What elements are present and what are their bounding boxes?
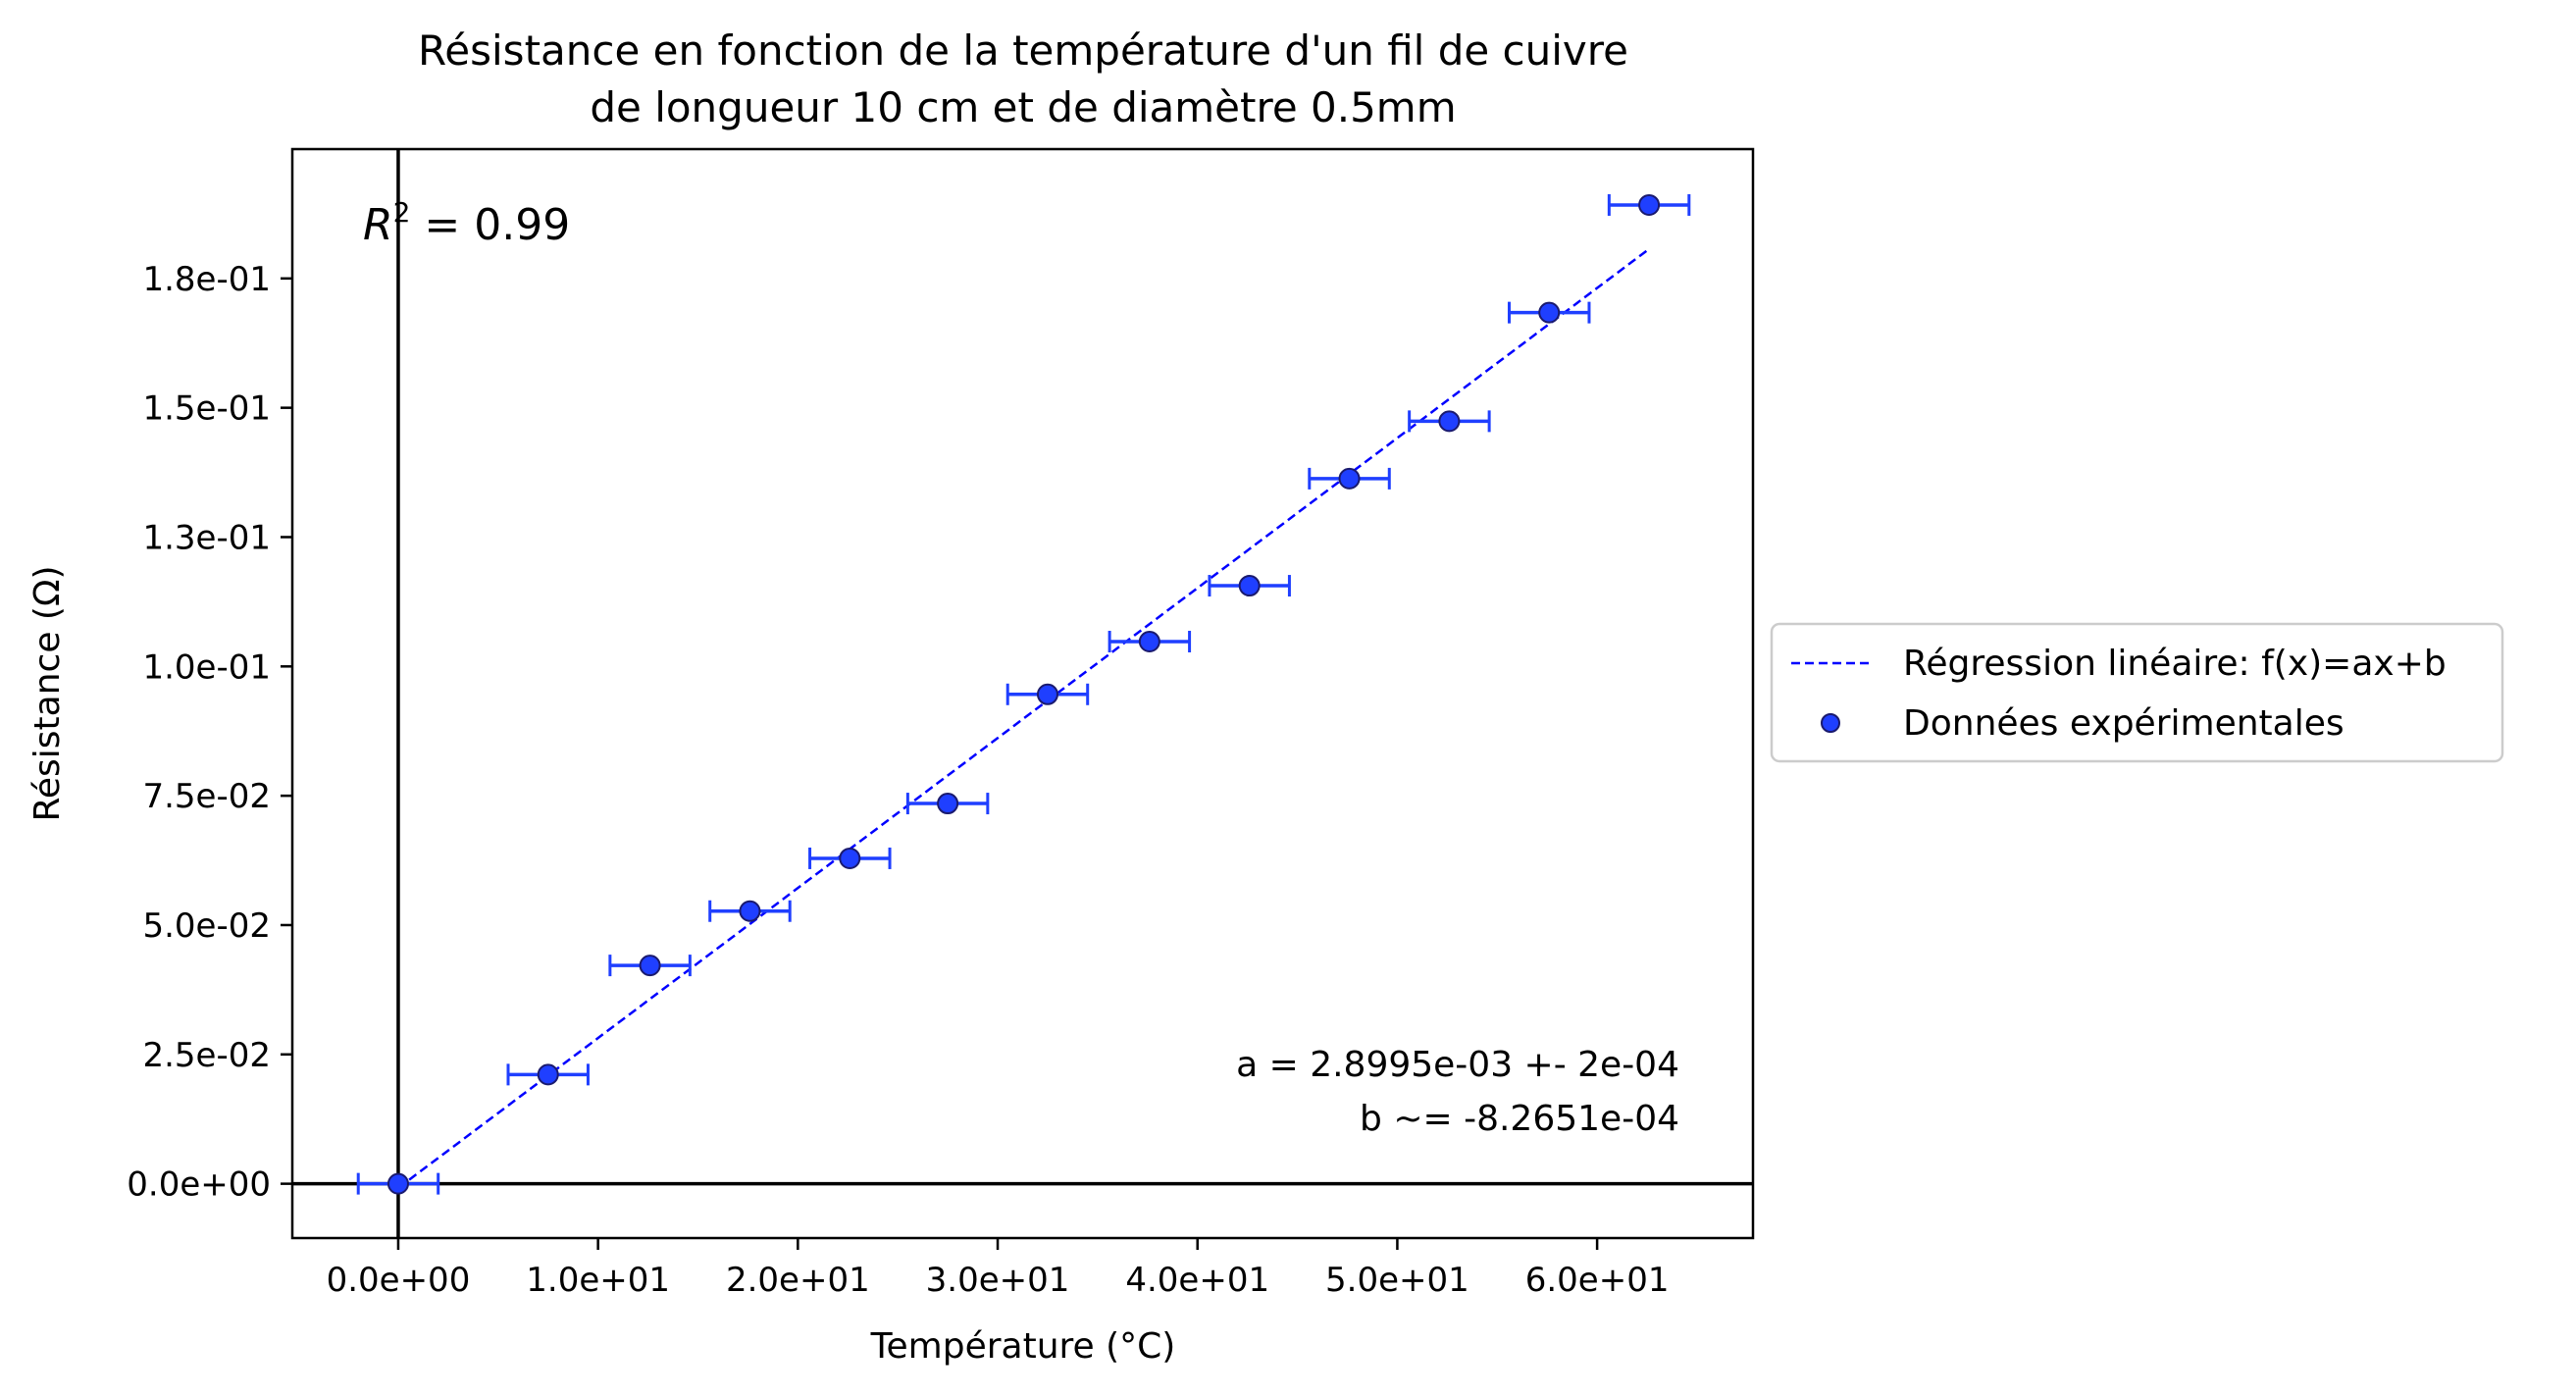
y-tick-label-1: 2.5e-02 — [142, 1036, 271, 1075]
x-tick-label-5: 5.0e+01 — [1325, 1261, 1469, 1300]
fit-parameter-a: a = 2.8995e-03 +- 2e-04 — [1236, 1045, 1679, 1085]
plot-frame — [290, 147, 1755, 1240]
y-tick-label-4: 1.0e-01 — [142, 647, 271, 687]
chart-title-line-2: de longueur 10 cm et de diamètre 0.5mm — [590, 83, 1456, 131]
data-point-5 — [937, 793, 959, 815]
data-point-9 — [1338, 467, 1361, 490]
data-point-3 — [739, 900, 761, 922]
reference-lines — [292, 149, 1753, 1238]
y-tick-label-3: 7.5e-02 — [142, 777, 271, 816]
y-axis-ticks: 0.0e+00 2.5e-02 5.0e-02 7.5e-02 1.0e-01 1.3e-… — [127, 260, 292, 1205]
data-point-8 — [1238, 575, 1261, 597]
fit-parameter-b: b ~= -8.2651e-04 — [1360, 1099, 1679, 1139]
data-point-0 — [386, 1172, 409, 1195]
data-point-4 — [839, 847, 861, 869]
data-points — [386, 193, 1661, 1195]
legend: Régression linéaire: f(x)=ax+b Données e… — [1770, 622, 2504, 763]
chart-title-line-1: Résistance en fonction de la température… — [418, 26, 1628, 75]
x-tick-label-1: 1.0e+01 — [526, 1261, 670, 1300]
data-point-2 — [639, 955, 661, 977]
r-squared-annotation: R2 = 0.99 — [363, 196, 570, 250]
r-squared-value: 0.99 — [474, 200, 570, 250]
data-point-12 — [1638, 193, 1661, 216]
y-tick-label-5: 1.3e-01 — [142, 518, 271, 557]
y-tick-label-6: 1.5e-01 — [142, 389, 271, 429]
x-axis-label: Température (°C) — [870, 1326, 1176, 1367]
data-point-6 — [1036, 683, 1058, 705]
x-tick-label-4: 4.0e+01 — [1125, 1261, 1269, 1300]
x-axis-ticks: 0.0e+00 1.0e+01 2.0e+01 3.0e+01 4.0e+01 5.0e+… — [327, 1238, 1670, 1300]
data-point-7 — [1138, 631, 1160, 653]
data-point-1 — [537, 1063, 559, 1086]
y-tick-label-2: 5.0e-02 — [142, 906, 271, 946]
legend-label-regression: Régression linéaire: f(x)=ax+b — [1903, 644, 2447, 684]
legend-label-data: Données expérimentales — [1903, 703, 2344, 744]
x-tick-label-6: 6.0e+01 — [1525, 1261, 1670, 1300]
legend-box — [1770, 622, 2504, 763]
x-tick-label-3: 3.0e+01 — [926, 1261, 1070, 1300]
x-tick-label-2: 2.0e+01 — [726, 1261, 870, 1300]
data-point-10 — [1438, 410, 1461, 433]
x-tick-label-0: 0.0e+00 — [327, 1261, 471, 1300]
data-point-11 — [1538, 301, 1561, 324]
y-axis-label: Résistance (Ω) — [27, 565, 68, 821]
y-tick-label-0: 0.0e+00 — [127, 1165, 271, 1205]
y-tick-label-7: 1.8e-01 — [142, 260, 271, 299]
legend-marker-sample — [1821, 713, 1840, 733]
